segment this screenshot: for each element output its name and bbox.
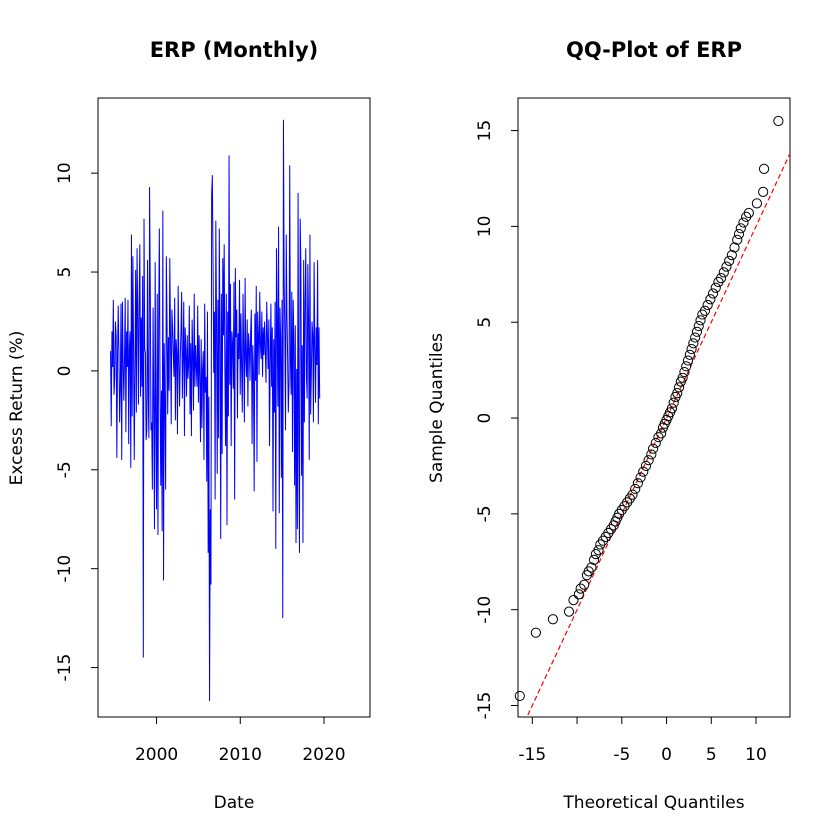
left-y-axis-label: Excess Return (%)	[7, 331, 27, 486]
right-plot-frame	[517, 97, 791, 718]
qq-point	[672, 388, 683, 399]
y-tick-label: -10	[475, 596, 495, 624]
qq-point	[726, 250, 737, 261]
qq-point	[640, 460, 652, 472]
qq-point	[682, 355, 694, 366]
qq-point	[547, 614, 558, 625]
qq-point	[632, 478, 643, 489]
qq-point	[681, 361, 692, 372]
qq-point	[732, 234, 743, 245]
y-tick-label: -5	[55, 461, 75, 478]
qq-point	[630, 483, 641, 495]
x-tick-label: 2010	[219, 745, 262, 765]
reference-line-group	[527, 153, 791, 716]
right-y-axis-label: Sample Quantiles	[427, 333, 447, 483]
x-tick-label: -5	[613, 745, 630, 765]
qq-point	[635, 472, 646, 483]
qq-point	[735, 223, 746, 234]
y-tick-label: 5	[475, 317, 495, 328]
right-chart-title: QQ-Plot of ERP	[566, 38, 742, 62]
qq-point	[721, 261, 732, 272]
qq-point	[707, 288, 719, 299]
qq-point	[646, 449, 657, 460]
qq-point	[684, 349, 695, 360]
x-tick-label: 2000	[135, 745, 178, 765]
qq-point	[718, 267, 729, 278]
y-tick-label: 5	[55, 267, 75, 278]
qq-point	[690, 332, 701, 343]
y-tick-label: 10	[55, 162, 75, 184]
qq-point	[643, 455, 654, 466]
qq-point	[668, 397, 679, 408]
qq-point	[648, 443, 659, 454]
y-tick-label: 10	[475, 216, 495, 238]
y-tick-label: 0	[55, 365, 75, 376]
qq-point	[758, 163, 770, 175]
qq-point	[588, 554, 600, 565]
x-tick-label: -15	[518, 745, 546, 765]
qq-point	[773, 115, 784, 127]
qq-point	[724, 255, 735, 266]
qq-point	[758, 186, 769, 198]
qq-point	[705, 294, 716, 305]
qq-point	[677, 372, 688, 383]
qq-point	[710, 282, 721, 293]
erp-line	[110, 119, 321, 702]
qq-point	[716, 273, 727, 284]
qq-point	[563, 606, 575, 617]
qq-point	[586, 562, 597, 573]
x-tick-label: 5	[706, 745, 717, 765]
x-tick-label: 0	[661, 745, 672, 765]
qq-point	[568, 594, 579, 606]
right-panel: QQ-Plot of ERP -15 -5 0 5 10 -15-10-5051015 …	[427, 38, 791, 813]
left-plot-frame	[97, 97, 371, 718]
qq-point	[627, 489, 638, 500]
qq-point	[573, 589, 584, 600]
y-tick-label: -10	[55, 555, 75, 583]
y-tick-label: 15	[475, 120, 495, 142]
qq-point	[693, 320, 704, 332]
qq-point	[666, 403, 677, 414]
y-tick-label: 0	[475, 413, 495, 424]
left-x-axis: 2000 2010 2020	[135, 717, 346, 765]
qq-point	[514, 690, 525, 702]
right-y-axis: -15 -10 -5 0 5 10 15	[475, 120, 518, 720]
y-tick-label: -15	[475, 692, 495, 720]
qq-point	[729, 242, 740, 253]
x-tick-label: 10	[745, 745, 767, 765]
qq-point	[650, 437, 661, 449]
qq-point	[686, 343, 697, 355]
left-chart-title: ERP (Monthly)	[150, 38, 319, 62]
y-tick-label: -5	[475, 505, 495, 522]
qq-point	[575, 583, 586, 594]
qq-point	[679, 366, 690, 378]
qq-point	[673, 382, 685, 393]
qq-point	[738, 217, 749, 228]
qq-point	[530, 627, 541, 638]
qq-point	[593, 545, 604, 556]
qq-point	[638, 466, 649, 477]
qq-point	[743, 207, 754, 219]
qq-reference-line	[527, 153, 791, 716]
left-panel: ERP (Monthly) 2000 2010 2020 -15-10-50510 …	[7, 38, 371, 813]
left-y-axis: -15 -10 -5 0 5 10	[55, 162, 98, 681]
qq-point	[656, 428, 667, 439]
qq-point	[699, 305, 711, 316]
qq-point	[691, 326, 703, 337]
x-tick-label: 2020	[302, 745, 345, 765]
qq-point	[733, 228, 745, 240]
right-x-axis: -15 -5 0 5 10	[518, 717, 767, 765]
qq-point	[751, 198, 762, 209]
right-x-axis-label: Theoretical Quantiles	[562, 793, 744, 813]
qq-point	[579, 579, 590, 590]
left-series-group	[110, 119, 321, 702]
qq-points-group	[514, 115, 784, 702]
y-tick-label: -15	[55, 654, 75, 682]
qq-point	[688, 338, 699, 349]
qq-point	[695, 315, 706, 326]
qq-point	[702, 299, 713, 311]
left-x-axis-label: Date	[214, 793, 255, 813]
